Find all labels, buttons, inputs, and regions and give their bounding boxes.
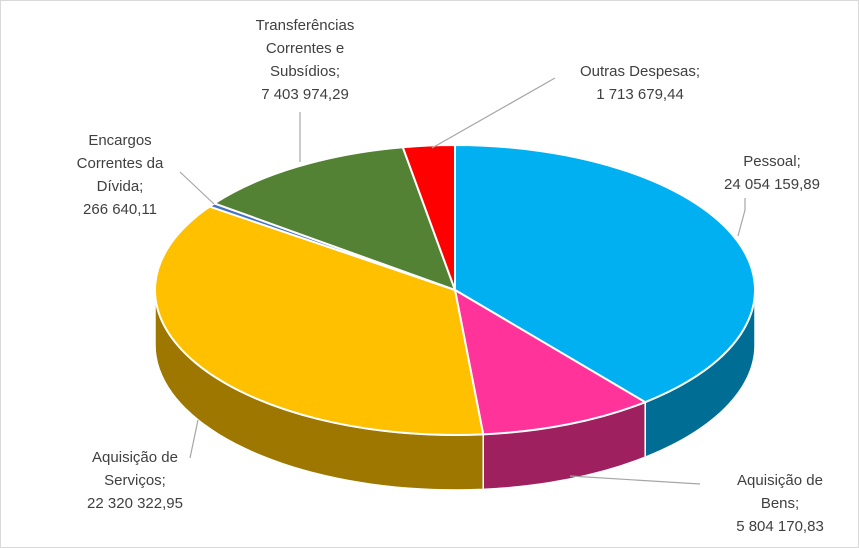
data-label-name: Transferências Correntes e Subsídios; [256,17,355,80]
data-label-value: 7 403 974,29 [261,86,349,103]
data-label-value: 22 320 322,95 [87,495,183,512]
label-line: Encargos [88,132,151,149]
label-line: Bens; [761,495,799,512]
slice [401,143,456,291]
data-label-value: 5 804 170,83 [736,518,824,535]
label-line: Subsídios; [270,63,340,80]
label-line: Correntes e [266,40,344,57]
data-label-value: 24 054 159,89 [724,176,820,193]
data-label-name: Aquisição de Serviços; [92,449,178,489]
slice [454,143,756,404]
label-line: Pessoal; [743,153,801,170]
data-label-value: 1 713 679,44 [596,86,684,103]
data-label-value: 266 640,11 [83,201,157,218]
data-label-name: Encargos Correntes da Dívida; [77,132,164,195]
label-line: Aquisição de [92,449,178,466]
label-line: Dívida; [97,178,144,195]
data-label-name: Pessoal; [743,153,801,170]
label-line: Transferências [256,17,355,34]
label-line: Correntes da [77,155,164,172]
slice [212,146,457,292]
leader-line [431,77,556,149]
leader-line [569,475,701,485]
leader-line [179,171,215,205]
leader-line [737,198,746,237]
label-line: Outras Despesas; [580,63,700,80]
label-line: Aquisição de [737,472,823,489]
label-line: Serviços; [104,472,166,489]
slice [154,205,485,436]
slice [453,288,648,436]
data-label-name: Aquisição de Bens; [737,472,823,512]
leader-line [189,419,199,459]
data-label-name: Outras Despesas; [580,63,700,80]
